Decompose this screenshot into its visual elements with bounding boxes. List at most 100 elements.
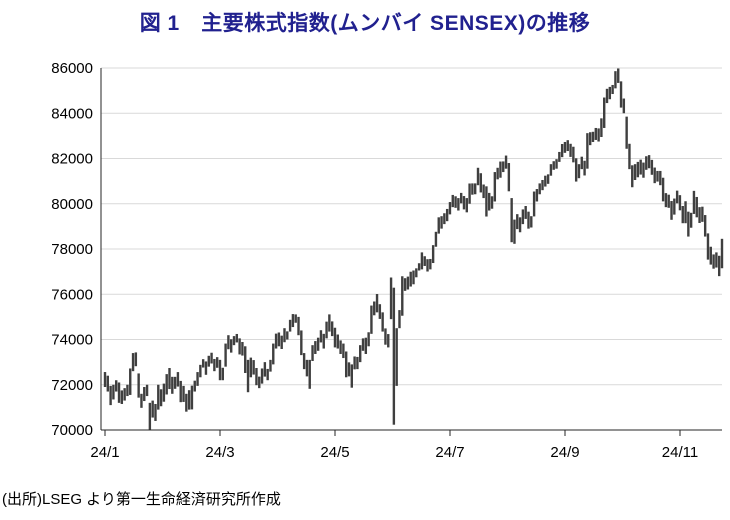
price-bar: [678, 195, 682, 211]
price-bar: [269, 359, 272, 372]
price-bar: [129, 368, 132, 395]
price-bar: [541, 179, 544, 191]
y-axis-label: 74000: [51, 332, 93, 349]
price-bar: [235, 333, 239, 343]
price-bar: [364, 337, 368, 354]
price-bar: [659, 170, 662, 186]
price-bar: [145, 384, 149, 397]
price-bar: [109, 385, 112, 406]
price-bar: [367, 332, 370, 347]
price-bar: [718, 255, 721, 277]
y-axis-label: 70000: [51, 422, 93, 439]
price-bar: [546, 174, 550, 184]
price-bar: [538, 183, 541, 195]
price-bar: [395, 328, 398, 386]
price-bar: [230, 339, 233, 353]
price-bar: [639, 159, 642, 175]
price-bar: [544, 175, 547, 187]
price-bar: [384, 328, 387, 345]
price-bar: [673, 198, 676, 215]
price-bar: [409, 271, 412, 287]
y-axis-label: 84000: [51, 105, 93, 122]
price-bar: [667, 194, 670, 208]
price-bar: [325, 321, 328, 339]
price-bar: [574, 158, 578, 182]
price-bar: [566, 140, 569, 152]
price-bar: [305, 359, 309, 377]
price-bar: [720, 238, 724, 269]
price-bar: [387, 334, 390, 348]
price-bar: [670, 201, 673, 220]
price-bar: [490, 196, 494, 209]
price-bar: [154, 403, 157, 421]
price-bar: [712, 254, 715, 269]
price-bar: [703, 215, 707, 237]
price-bar: [272, 343, 275, 365]
price-bar: [468, 183, 471, 204]
price-bar: [706, 233, 710, 260]
price-bar: [162, 383, 166, 402]
price-bar: [134, 352, 138, 367]
price-bar: [479, 173, 483, 193]
price-bar: [474, 183, 477, 195]
price-bar: [330, 321, 334, 337]
price-bar: [112, 384, 115, 400]
price-bar: [633, 164, 637, 180]
price-bar: [227, 335, 230, 350]
price-bar: [179, 380, 182, 403]
price-bar: [263, 362, 267, 377]
price-bar: [182, 385, 185, 402]
price-bar: [143, 387, 146, 402]
price-bar: [131, 353, 135, 372]
price-bar: [106, 375, 109, 392]
price-bar: [698, 207, 701, 223]
price-bar: [258, 376, 261, 389]
price-bar: [255, 368, 258, 386]
price-bar: [347, 362, 351, 377]
price-bar: [675, 190, 679, 204]
price-bar: [398, 310, 401, 329]
price-bar: [406, 276, 410, 290]
price-bar: [123, 388, 126, 401]
price-bar: [647, 155, 651, 169]
price-bar: [314, 341, 317, 354]
price-bar: [687, 211, 690, 237]
price-bar: [552, 161, 555, 170]
price-bar: [115, 380, 118, 392]
price-bar: [488, 192, 491, 211]
price-bar: [516, 214, 519, 230]
price-bar: [499, 161, 502, 178]
price-bar: [221, 367, 224, 381]
price-bar: [176, 372, 180, 387]
price-bar: [415, 268, 418, 278]
price-bar: [403, 278, 407, 291]
price-bar: [344, 351, 348, 378]
y-axis-label: 82000: [51, 151, 93, 168]
price-bar: [535, 189, 539, 202]
price-bar: [241, 341, 244, 356]
price-bar: [190, 385, 194, 410]
price-bar: [333, 327, 337, 348]
price-bar: [636, 161, 640, 178]
price-bar: [645, 156, 648, 170]
price-bar: [157, 384, 160, 410]
y-axis-label: 80000: [51, 196, 93, 213]
price-bar: [709, 246, 712, 265]
price-bar: [622, 98, 626, 114]
price-bar: [681, 206, 684, 224]
price-bar: [171, 376, 174, 394]
price-bar: [378, 304, 382, 319]
price-bar: [244, 346, 247, 373]
price-bar: [701, 206, 704, 222]
price-bar: [420, 252, 424, 270]
price-bar: [594, 127, 597, 140]
price-bar: [715, 252, 718, 268]
x-axis-label: 24/5: [320, 444, 349, 461]
price-bar: [650, 159, 654, 175]
price-bar: [608, 86, 612, 100]
price-bar: [117, 382, 121, 403]
price-bar: [485, 186, 488, 217]
price-bar: [572, 146, 575, 163]
price-bar: [159, 389, 163, 407]
price-bar: [246, 359, 250, 393]
